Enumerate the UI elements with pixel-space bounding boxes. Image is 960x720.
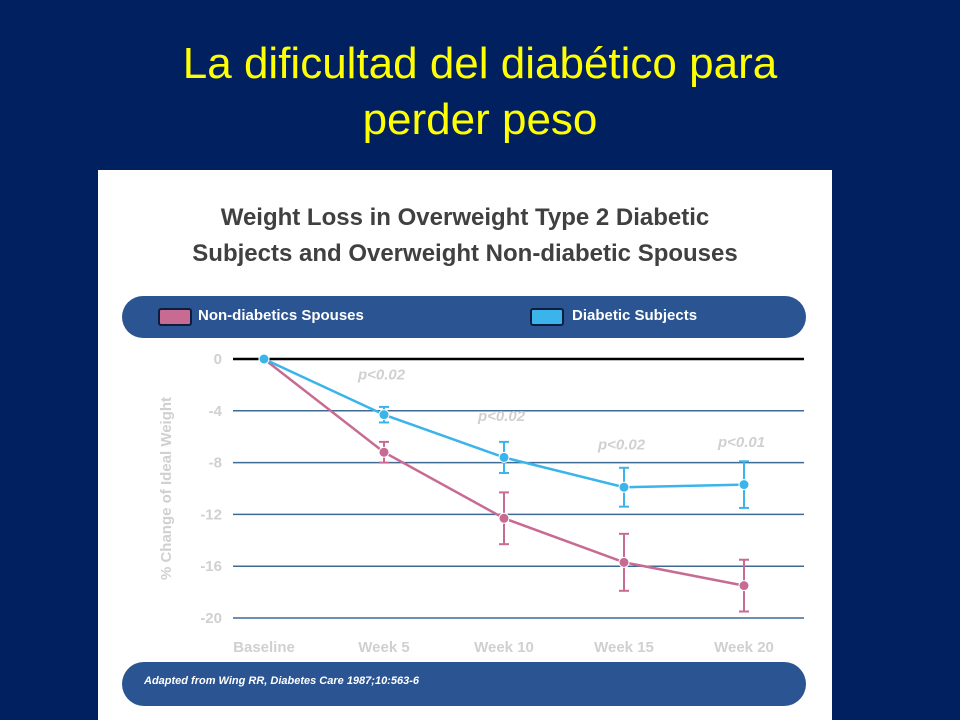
data-point xyxy=(498,512,510,524)
y-tick-label: -12 xyxy=(200,506,222,523)
p-value-annotation: p<0.02 xyxy=(597,437,646,454)
chart-panel: Weight Loss in Overweight Type 2 Diabeti… xyxy=(98,170,832,720)
legend-label-non-diabetics: Non-diabetics Spouses xyxy=(198,307,364,324)
legend-label-diabetics: Diabetic Subjects xyxy=(572,307,698,324)
x-tick-label: Week 20 xyxy=(714,639,774,656)
x-tick-label: Baseline xyxy=(233,639,295,656)
data-point xyxy=(378,446,390,458)
legend-swatch-diabetics xyxy=(530,308,564,326)
y-tick-label: -4 xyxy=(209,403,223,420)
x-tick-label: Week 15 xyxy=(594,639,654,656)
y-tick-label: 0 xyxy=(214,351,222,368)
slide-title-line1: La dificultad del diabético para xyxy=(182,39,778,88)
p-value-annotation: p<0.02 xyxy=(357,367,406,384)
chart-title-line1: Weight Loss in Overweight Type 2 Diabeti… xyxy=(220,204,710,231)
data-point xyxy=(618,481,630,493)
slide-title-line2: perder peso xyxy=(362,95,598,144)
y-tick-label: -20 xyxy=(200,610,222,627)
y-tick-label: -16 xyxy=(200,558,222,575)
data-point xyxy=(258,353,270,365)
line-chart: 0 -4 -8 -12 -16 -20 % Change of Ideal Weight Ba… xyxy=(158,351,804,656)
data-point xyxy=(738,479,750,491)
p-value-annotation: p<0.01 xyxy=(717,434,765,451)
chart-title-line2: Subjects and Overweight Non-diabetic Spo… xyxy=(192,240,738,267)
source-citation: Adapted from Wing RR, Diabetes Care 1987… xyxy=(144,675,419,687)
legend-swatch-non-diabetics xyxy=(158,308,192,326)
x-tick-label: Week 10 xyxy=(474,639,534,656)
source-footer: Adapted from Wing RR, Diabetes Care 1987… xyxy=(122,662,806,706)
y-axis-label: % Change of Ideal Weight xyxy=(158,397,175,580)
chart-legend: Non-diabetics Spouses Diabetic Subjects xyxy=(122,296,806,338)
data-point xyxy=(378,409,390,421)
chart-title: Weight Loss in Overweight Type 2 Diabeti… xyxy=(98,200,832,272)
x-tick-label: Week 5 xyxy=(358,639,409,656)
p-value-annotation: p<0.02 xyxy=(477,408,526,425)
y-tick-label: -8 xyxy=(209,455,222,472)
data-point xyxy=(498,451,510,463)
data-point xyxy=(618,556,630,568)
slide-title: La dificultad del diabético para perder … xyxy=(0,36,960,148)
data-point xyxy=(738,580,750,592)
